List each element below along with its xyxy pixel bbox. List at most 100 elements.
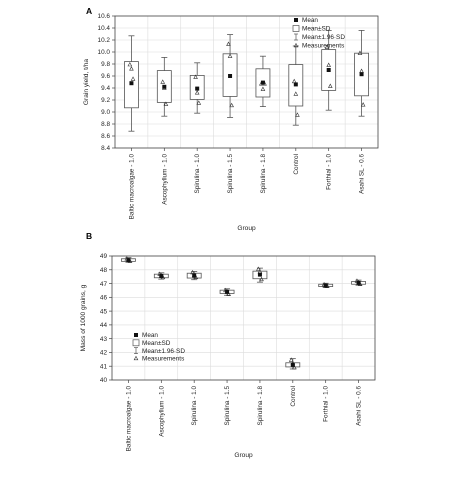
y-tick-label: 44 [100, 322, 108, 329]
legend-label-ci: Mean±1.96·SD [142, 348, 185, 355]
box-group-6 [318, 282, 334, 289]
y-tick-label: 9.0 [101, 109, 110, 116]
box-group-4 [252, 266, 268, 283]
y-tick-label: 48 [100, 267, 108, 274]
y-tick-label: 40 [100, 377, 108, 384]
box-group-6 [321, 29, 337, 111]
measurement-point [327, 83, 333, 88]
legend-label-mean: Mean [142, 332, 158, 339]
mean-point [129, 81, 134, 86]
y-tick-label: 47 [100, 281, 108, 288]
x-tick-label: Ascophyllum - 1.0 [161, 154, 168, 205]
mean-point [323, 283, 328, 288]
chart-panel-a: A 8.4 8.6 8.8 9.0 9.2 9.4 9.6 9.8 10.0 10.2 10.4 10.… [83, 6, 379, 232]
y-axis-label: Mass of 1000 grains, g [80, 284, 87, 351]
box-group-3 [219, 287, 235, 297]
mean-point [228, 74, 233, 78]
y-tick-label: 10.4 [98, 25, 111, 32]
box-group-4 [255, 55, 271, 107]
measurement-point [196, 100, 202, 105]
legend-box-marker [132, 339, 140, 347]
x-tick-label: Asahi SL - 0.6 [356, 386, 363, 426]
measurement-point [229, 102, 234, 108]
y-tick-label: 42 [100, 350, 108, 357]
measurement-point [193, 74, 198, 79]
y-tick-label: 8.8 [101, 121, 110, 128]
measurement-point [326, 62, 331, 67]
mean-point [260, 80, 265, 85]
measurement-point [226, 291, 231, 297]
y-tick-label: 10.2 [98, 37, 111, 44]
y-tick-label: 41 [100, 363, 108, 370]
legend-label-ci: Mean±1.96·SD [302, 34, 345, 41]
x-tick-label: Control [293, 154, 300, 175]
legend-mean-marker [134, 333, 138, 337]
mean-point [195, 86, 200, 91]
box-group-3 [222, 34, 238, 118]
measurement-point [324, 44, 330, 49]
mean-point [225, 289, 230, 294]
chart-panel-b: B 40 41 42 43 44 45 46 47 48 49 Mass of 1000 grains… [80, 231, 376, 459]
y-tick-label: 10.6 [98, 13, 111, 20]
y-tick-label: 49 [100, 253, 108, 260]
y-tick-label: 45 [100, 308, 108, 315]
x-tick-label: Spirulina - 1.5 [227, 154, 234, 194]
measurement-point [163, 101, 169, 106]
x-tick-label: Spirulina - 1.5 [224, 386, 231, 426]
measurement-point [256, 266, 261, 271]
box-group-7 [351, 278, 366, 286]
mean-point [290, 362, 295, 367]
measurement-point [260, 86, 266, 91]
plot-frame [114, 15, 379, 149]
x-tick-label: Baltic macroalgae - 1.0 [128, 154, 135, 220]
mean-point [159, 273, 164, 278]
measurement-point [226, 41, 231, 46]
measurement-point [194, 90, 200, 95]
box-group-7 [354, 29, 369, 117]
y-tick-label: 46 [100, 295, 108, 302]
mean-point [326, 68, 331, 72]
measurement-point [259, 276, 264, 282]
box-group-0 [121, 256, 136, 263]
measurement-point [227, 53, 233, 58]
legend-label-measurements: Measurements [302, 43, 344, 50]
plot-frame [111, 255, 376, 381]
mean-point [162, 84, 167, 89]
mean-point [293, 82, 298, 87]
box-group-1 [153, 271, 169, 280]
y-tick-label: 9.8 [101, 61, 110, 68]
mean-point [356, 280, 361, 285]
measurement-point [288, 357, 294, 362]
measurement-point [129, 66, 134, 71]
box-group-0 [124, 35, 139, 132]
panel-label: B [86, 231, 92, 241]
y-tick-label: 8.4 [101, 145, 110, 152]
mean-point [126, 258, 131, 263]
mean-point [359, 72, 364, 77]
panel-label: A [86, 6, 92, 16]
x-tick-label: Asahi SL - 0.6 [359, 154, 366, 194]
y-tick-label: 9.6 [101, 73, 110, 80]
y-tick-label: 10.0 [98, 49, 111, 56]
x-axis-label: Group [234, 452, 253, 459]
x-tick-label: Spirulina - 1.8 [257, 386, 264, 426]
x-tick-label: Forthial - 1.0 [326, 154, 333, 190]
measurement-point [293, 91, 299, 96]
legend-label-sd: Mean±SD [142, 340, 171, 347]
measurement-point [160, 79, 166, 84]
y-tick-label: 9.4 [101, 85, 110, 92]
legend-measurement-marker [133, 355, 139, 361]
x-tick-label: Spirulina - 1.8 [260, 154, 267, 194]
legend-mean-marker [294, 18, 298, 22]
measurement-point [295, 112, 300, 117]
box-group-2 [189, 62, 205, 114]
x-tick-label: Forthial - 1.0 [323, 386, 330, 422]
measurement-point [292, 364, 297, 370]
y-tick-label: 9.2 [101, 97, 110, 104]
box-group-1 [156, 57, 172, 117]
x-tick-label: Spirulina - 1.0 [191, 386, 198, 426]
legend-measurement-marker [293, 42, 299, 48]
measurement-point [360, 102, 366, 107]
